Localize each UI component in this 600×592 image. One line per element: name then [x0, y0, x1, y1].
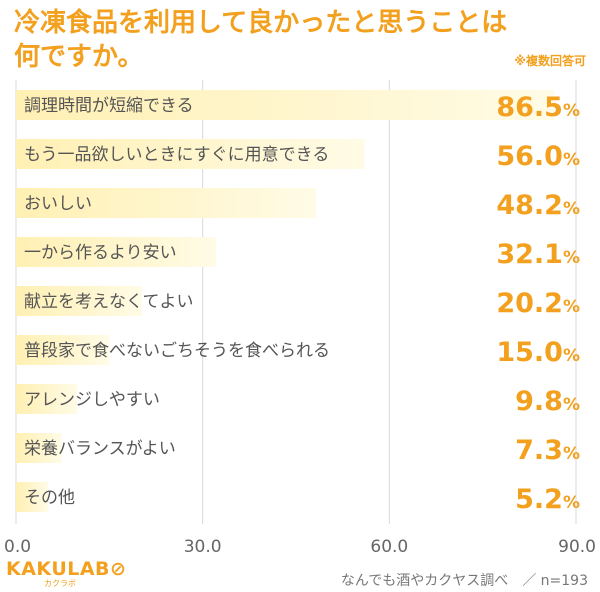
category-label-3: 一から作るより安い: [24, 243, 177, 263]
source-note: なんでも酒やカクヤス調べ ／ n=193: [340, 573, 588, 589]
value-label-3: 32.1%: [496, 239, 580, 270]
value-label-5: 15.0%: [496, 337, 580, 368]
logo-text: KAKULAB: [6, 558, 111, 580]
value-label-0: 86.5%: [496, 92, 580, 123]
category-label-1: もう一品欲しいときにすぐに用意できる: [24, 145, 329, 165]
value-label-8: 5.2%: [515, 484, 580, 515]
value-label-7: 7.3%: [515, 435, 580, 466]
chart-title: 冷凍食品を利用して良かったと思うことは 何ですか。: [14, 6, 507, 74]
category-label-4: 献立を考えなくてよい: [24, 292, 194, 312]
logo-block: KAKULAB⊘ カクラボ: [6, 558, 126, 588]
bar-8: [16, 482, 49, 512]
bar-3: [16, 237, 216, 267]
tick-label-0: 0.0: [4, 537, 31, 557]
logo-o-icon: ⊘: [110, 558, 127, 580]
category-label-0: 調理時間が短縮できる: [24, 96, 194, 116]
value-label-2: 48.2%: [496, 190, 580, 221]
bar-2: [16, 188, 316, 218]
bar-4: [16, 286, 142, 316]
logo: KAKULAB⊘: [6, 558, 126, 580]
tick-label-2: 60.0: [370, 537, 408, 557]
category-label-6: アレンジしやすい: [24, 390, 160, 410]
bar-1: [16, 139, 365, 169]
bar-5: [16, 335, 110, 365]
tick-label-3: 90.0: [558, 537, 596, 557]
value-label-6: 9.8%: [515, 386, 580, 417]
multiple-answer-note: ※複数回答可: [514, 54, 586, 68]
category-label-5: 普段家で食べないごちそうを食べられる: [24, 341, 330, 361]
bar-7: [16, 433, 62, 463]
value-label-1: 56.0%: [496, 141, 580, 172]
category-label-8: その他: [24, 488, 75, 508]
logo-subtext: カクラボ: [44, 579, 76, 588]
category-label-7: 栄養バランスがよい: [24, 439, 176, 459]
bar-6: [16, 384, 77, 414]
title-line-2: 何ですか。: [14, 42, 144, 72]
bar-0: [16, 90, 555, 120]
title-line-1: 冷凍食品を利用して良かったと思うことは: [14, 8, 508, 38]
category-label-2: おいしい: [24, 194, 92, 214]
tick-label-1: 30.0: [184, 537, 222, 557]
value-label-4: 20.2%: [496, 288, 580, 319]
